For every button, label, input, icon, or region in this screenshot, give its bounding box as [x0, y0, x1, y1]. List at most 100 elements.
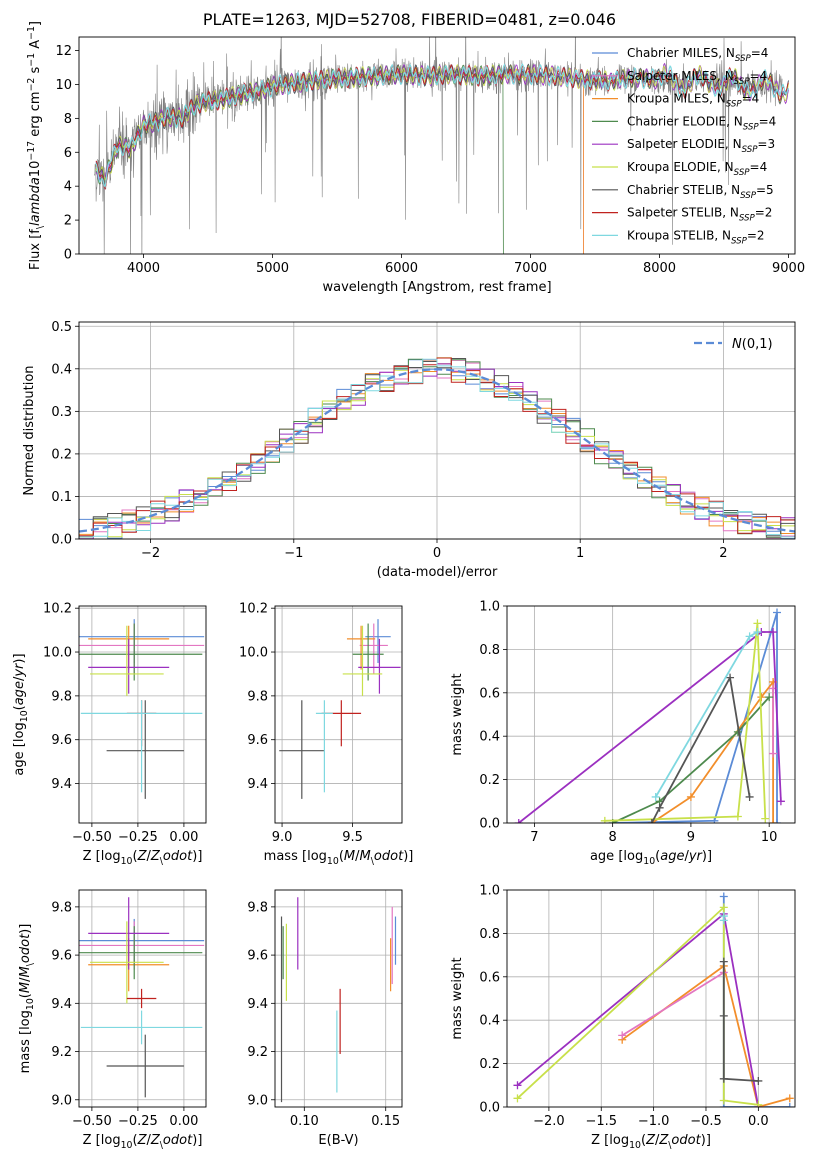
weight-marker: [600, 816, 609, 823]
figure-title: PLATE=1263, MJD=52708, FIBERID=0481, z=0…: [202, 10, 617, 29]
x-tick-label: 0.0: [748, 1114, 769, 1129]
x-tick-label: 0.00: [169, 1114, 198, 1129]
y-tick-label: 4: [64, 180, 72, 195]
axes-frame: [506, 889, 796, 1108]
weight-marker: [773, 819, 781, 823]
x-axis-label: Z [log10(Z/Z\odot)]: [591, 1133, 711, 1151]
legend-label: Kroupa STELIB, NSSP=2: [627, 228, 765, 246]
y-tick-label: 1.0: [479, 600, 500, 615]
x-tick-label: 0.15: [371, 1114, 400, 1129]
y-tick-label: 0.0: [479, 1101, 500, 1116]
weight-marker: [719, 912, 728, 921]
x-tick-label: −1.0: [638, 1114, 670, 1129]
model-spectrum-line: [95, 62, 790, 188]
weight-line: [612, 696, 770, 823]
weight-marker: [754, 1100, 763, 1107]
weight-marker: [745, 632, 754, 641]
axes-frame: [78, 889, 207, 1108]
plot-area: [514, 608, 785, 823]
weight-line: [621, 964, 791, 1107]
weight-marker: [769, 749, 778, 758]
y-tick-label: 0.1: [51, 490, 72, 505]
x-tick-label: −0.25: [118, 830, 158, 845]
y-tick-label: 6: [64, 146, 72, 161]
legend-label: N(0,1): [732, 337, 773, 352]
weight-marker: [618, 1031, 627, 1040]
weight-marker: [513, 1081, 522, 1090]
x-axis-label: age [log10(age/yr)]: [590, 849, 712, 867]
x-tick-label: 5000: [256, 261, 289, 276]
weight-marker: [733, 812, 742, 821]
x-tick-label: 0: [433, 546, 441, 561]
y-tick-label: 10.0: [43, 646, 72, 661]
weight-marker: [785, 1103, 794, 1107]
axes-age-vs-Z: −0.50 −0.25 0.00 9.4 9.6 9.8 10.0 10.2 Z [log10(…: [12, 602, 207, 867]
weight-marker: [719, 957, 728, 966]
y-tick-label: 9.4: [247, 997, 268, 1012]
axes-frame: [78, 36, 796, 255]
y-tick-label: 0.2: [51, 447, 72, 462]
model-spectrum-line: [95, 63, 789, 187]
weight-marker: [726, 673, 735, 682]
weight-line: [516, 905, 759, 1106]
y-axis-label: Normed distribution: [22, 365, 37, 495]
y-tick-label: 0.4: [479, 730, 500, 745]
x-tick-label: 7000: [514, 261, 547, 276]
legend-label: Chabrier ELODIE, NSSP=4: [627, 114, 776, 132]
plot-area: [94, 37, 790, 254]
weight-marker: [719, 903, 728, 912]
plot-area: [79, 897, 205, 1098]
weight-marker: [719, 1096, 728, 1105]
axes-frame: [274, 889, 403, 1108]
y-tick-label: 0.2: [479, 1057, 500, 1072]
y-tick-label: 9.6: [247, 733, 268, 748]
axes-mass-vs-Z: −0.50 −0.25 0.00 9.0 9.2 9.4 9.6 9.8 Z [log10(Z/…: [18, 889, 207, 1151]
x-tick-label: 7: [530, 830, 538, 845]
axes-frame: [78, 605, 207, 824]
y-tick-label: 9.2: [51, 1045, 72, 1060]
x-tick-label: 0.00: [169, 830, 198, 845]
x-tick-label: 1: [576, 546, 584, 561]
x-tick-label: 9000: [772, 261, 805, 276]
y-tick-label: 0.0: [51, 533, 72, 548]
legend-label: Kroupa MILES, NSSP=4: [627, 92, 759, 110]
axes-frame: [274, 605, 403, 824]
y-tick-label: 10.2: [239, 602, 268, 617]
axes-residual-hist: −2 −1 0 1 2 0.0 0.1 0.2 0.3 0.4 0.5 (data-model)/er…: [22, 320, 796, 580]
weight-line: [621, 971, 725, 1037]
y-tick-label: 8: [64, 112, 72, 127]
y-tick-label: 9.0: [51, 1093, 72, 1108]
plot-area: [79, 619, 205, 799]
weight-line: [722, 896, 790, 1107]
x-tick-label: −0.50: [72, 1114, 112, 1129]
x-tick-label: 9: [687, 830, 695, 845]
legend: Chabrier MILES, NSSP=4 Salpeter MILES, NS…: [592, 46, 776, 246]
model-spectrum-line: [95, 64, 584, 254]
weight-marker: [719, 1074, 728, 1083]
y-tick-label: 10.2: [43, 602, 72, 617]
axes-age-vs-mass: 9.0 9.5 9.4 9.6 9.8 10.0 10.2 mass [log10(M/M\o…: [239, 602, 413, 867]
legend-label: Salpeter MILES, NSSP=4: [627, 69, 767, 87]
x-tick-label: −2: [141, 546, 160, 561]
weight-marker: [651, 792, 660, 801]
legend-label: Chabrier STELIB, NSSP=5: [627, 183, 774, 201]
legend-label: Salpeter STELIB, NSSP=2: [627, 206, 772, 224]
x-tick-label: 4000: [127, 261, 160, 276]
weight-marker: [765, 693, 774, 702]
weight-marker: [769, 628, 778, 637]
y-tick-label: 10: [55, 78, 72, 93]
x-axis-label: (data-model)/error: [377, 565, 498, 580]
weight-marker: [686, 792, 695, 801]
weight-marker: [753, 619, 762, 628]
x-axis-label: wavelength [Angstrom, rest frame]: [322, 280, 551, 295]
x-axis-label: Z [log10(Z/Z\odot)]: [83, 849, 203, 867]
y-tick-label: 0.4: [479, 1014, 500, 1029]
axes-massweight-vs-age: 7 8 9 10 0.0 0.2 0.4 0.6 0.8 1.0 age [log10(age/yr…: [450, 600, 796, 867]
axes-frame: [506, 605, 796, 824]
y-tick-label: 9.8: [51, 900, 72, 915]
y-tick-label: 2: [64, 214, 72, 229]
y-tick-label: 0.6: [479, 970, 500, 985]
y-tick-label: 0.4: [51, 362, 72, 377]
y-tick-label: 9.4: [51, 997, 72, 1012]
